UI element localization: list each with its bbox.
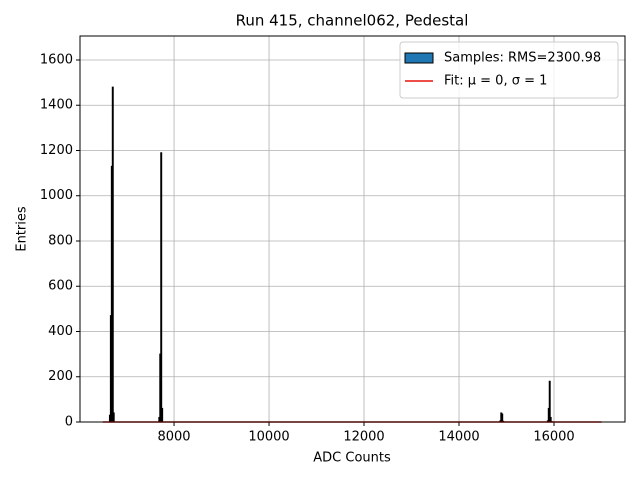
histogram-bar [161,407,164,423]
x-tick-label: 8000 [157,430,190,445]
legend-label: Fit: μ = 0, σ = 1 [444,74,547,89]
x-tick-label: 14000 [438,430,479,445]
histogram-bar [501,413,504,423]
legend-box [399,41,619,99]
plot-frame [79,35,626,423]
y-tick-label: 1400 [40,98,73,113]
x-tick-label: 10000 [248,430,289,445]
y-tick-label: 200 [48,369,73,384]
x-tick-label: 16000 [533,430,574,445]
y-tick-label: 400 [48,324,73,339]
y-axis-label: Entries [15,206,30,252]
y-tick-label: 600 [48,279,73,294]
x-axis-label: ADC Counts [313,451,391,466]
legend-swatch [404,52,434,64]
legend-label: Samples: RMS=2300.98 [444,51,601,66]
histogram-bar [112,412,115,423]
chart-title: Run 415, channel062, Pedestal [236,12,469,30]
y-tick-label: 0 [65,415,73,430]
histogram-bar [111,86,114,423]
x-tick-label: 12000 [343,430,384,445]
histogram-bar [548,380,551,423]
legend: Samples: RMS=2300.98 Fit: μ = 0, σ = 1 [399,41,619,99]
y-tick-label: 1000 [40,188,73,203]
y-tick-label: 800 [48,233,73,248]
y-tick-label: 1200 [40,143,73,158]
histogram-bar [160,152,163,423]
y-tick-label: 1600 [40,52,73,67]
